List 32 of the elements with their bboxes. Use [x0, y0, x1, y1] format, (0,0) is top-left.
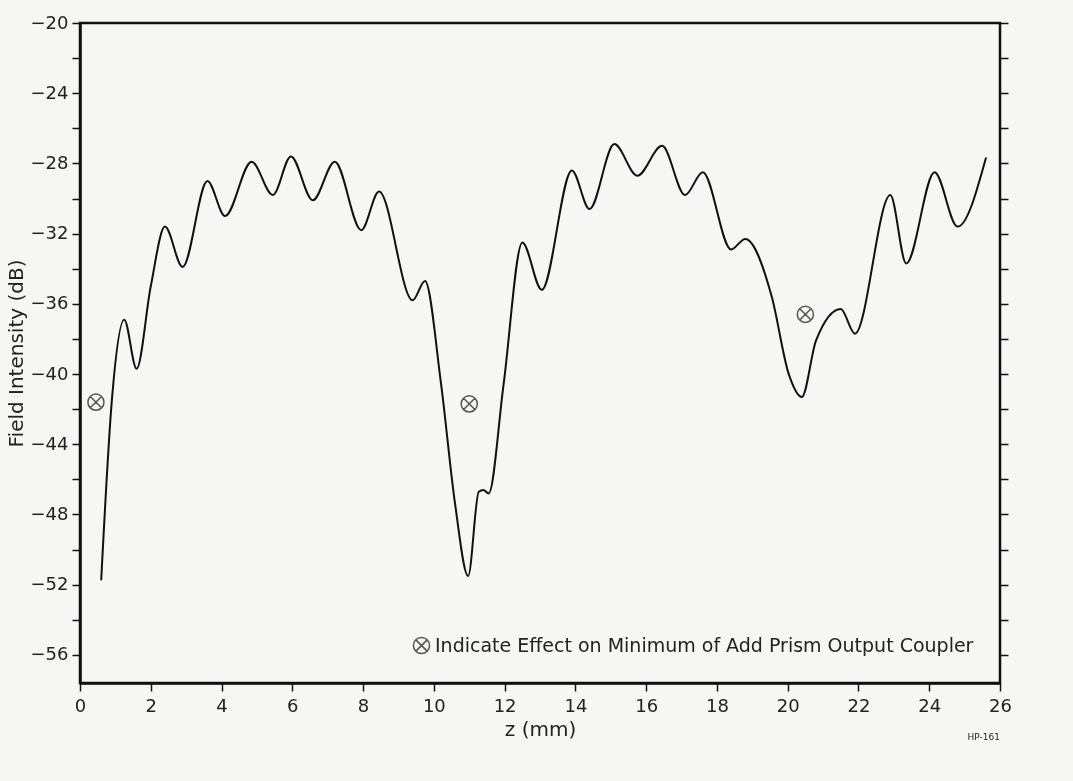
y-tick-label: −32: [30, 222, 69, 244]
x-tick-label: 16: [635, 694, 659, 716]
x-tick-label: 22: [847, 694, 871, 716]
point: [796, 305, 815, 324]
x-tick-label: 14: [564, 694, 588, 716]
y-tick-label: −44: [30, 432, 69, 454]
y-tick-label: −52: [30, 573, 69, 595]
x-tick-label: 4: [216, 694, 228, 716]
text: HP-161: [967, 732, 1000, 742]
y-tick-label: −56: [30, 643, 69, 665]
x-tick-label: 2: [145, 694, 157, 716]
x-tick-label: 10: [422, 694, 446, 716]
y-tick-label: −36: [30, 292, 69, 314]
x-axis-title: z (mm): [504, 716, 577, 741]
x-tick-label: 0: [74, 694, 87, 716]
y-tick-label: −28: [30, 151, 69, 173]
x-tick-label: 6: [287, 694, 299, 716]
y-tick-label: −48: [30, 502, 69, 524]
x-tick-label: 8: [357, 694, 370, 716]
x-tick-label: 18: [705, 694, 729, 716]
point: [87, 393, 105, 411]
x-tick-label: 12: [493, 694, 517, 716]
line-series: [100, 143, 987, 581]
x-tick-label: 20: [776, 694, 800, 716]
legend-label: Indicate Effect on Minimum of Add Prism Output Coupler: [435, 633, 974, 656]
point: [460, 395, 479, 413]
y-tick-label: −24: [30, 81, 69, 103]
y-tick-label: −20: [30, 11, 69, 33]
y-axis-title: Field Intensity (dB): [3, 259, 28, 448]
x-tick-label: 24: [918, 694, 942, 716]
x-tick-label: 26: [989, 694, 1012, 716]
y-tick-label: −40: [30, 362, 69, 384]
